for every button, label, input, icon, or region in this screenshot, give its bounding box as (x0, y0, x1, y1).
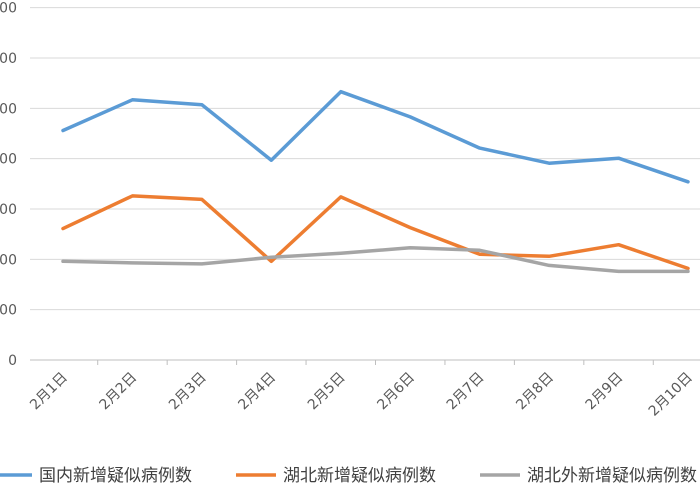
series-line-1 (61, 89, 690, 184)
y-tick-label: 000 (0, 303, 17, 319)
series-layer (61, 89, 690, 274)
x-tick-label: 2月1日 (27, 370, 71, 414)
legend-label: 湖北新增疑似病例数 (283, 466, 436, 486)
series-line-2 (61, 194, 690, 271)
legend-label: 国内新增疑似病例数 (39, 466, 192, 486)
legend-label: 湖北外新增疑似病例数 (527, 466, 697, 486)
grid-layer (30, 7, 700, 361)
x-tick-label: 2月3日 (166, 370, 210, 414)
y-tick-label: 000 (0, 152, 17, 168)
y-tick-label: 000 (0, 252, 17, 268)
x-axis: 2月1日 2月2日 2月3日 2月4日 2月5日 2月6日 2月7日 2月8日 2月9日 2月10… (27, 360, 696, 420)
y-tick-label: 000 (0, 202, 17, 218)
x-tick-label: 2月9日 (583, 370, 627, 414)
legend: 国内新增疑似病例数 湖北新增疑似病例数 湖北外新增疑似病例数 (0, 466, 697, 486)
y-tick-label: 0 (8, 353, 17, 369)
x-tick-label: 2月4日 (235, 370, 279, 414)
x-tick-label: 2月6日 (374, 370, 418, 414)
x-tick-label: 2月10日 (646, 370, 696, 420)
x-tick-label: 2月7日 (444, 370, 488, 414)
x-tick-label: 2月5日 (305, 370, 349, 414)
series-line-3 (61, 246, 690, 274)
x-tick-label: 2月2日 (97, 370, 141, 414)
x-tick-label: 2月8日 (513, 370, 557, 414)
y-tick-label: 000 (0, 1, 17, 17)
y-axis: 0000000000000000000000 (0, 1, 17, 369)
y-tick-label: 000 (0, 51, 17, 67)
y-tick-label: 000 (0, 101, 17, 117)
